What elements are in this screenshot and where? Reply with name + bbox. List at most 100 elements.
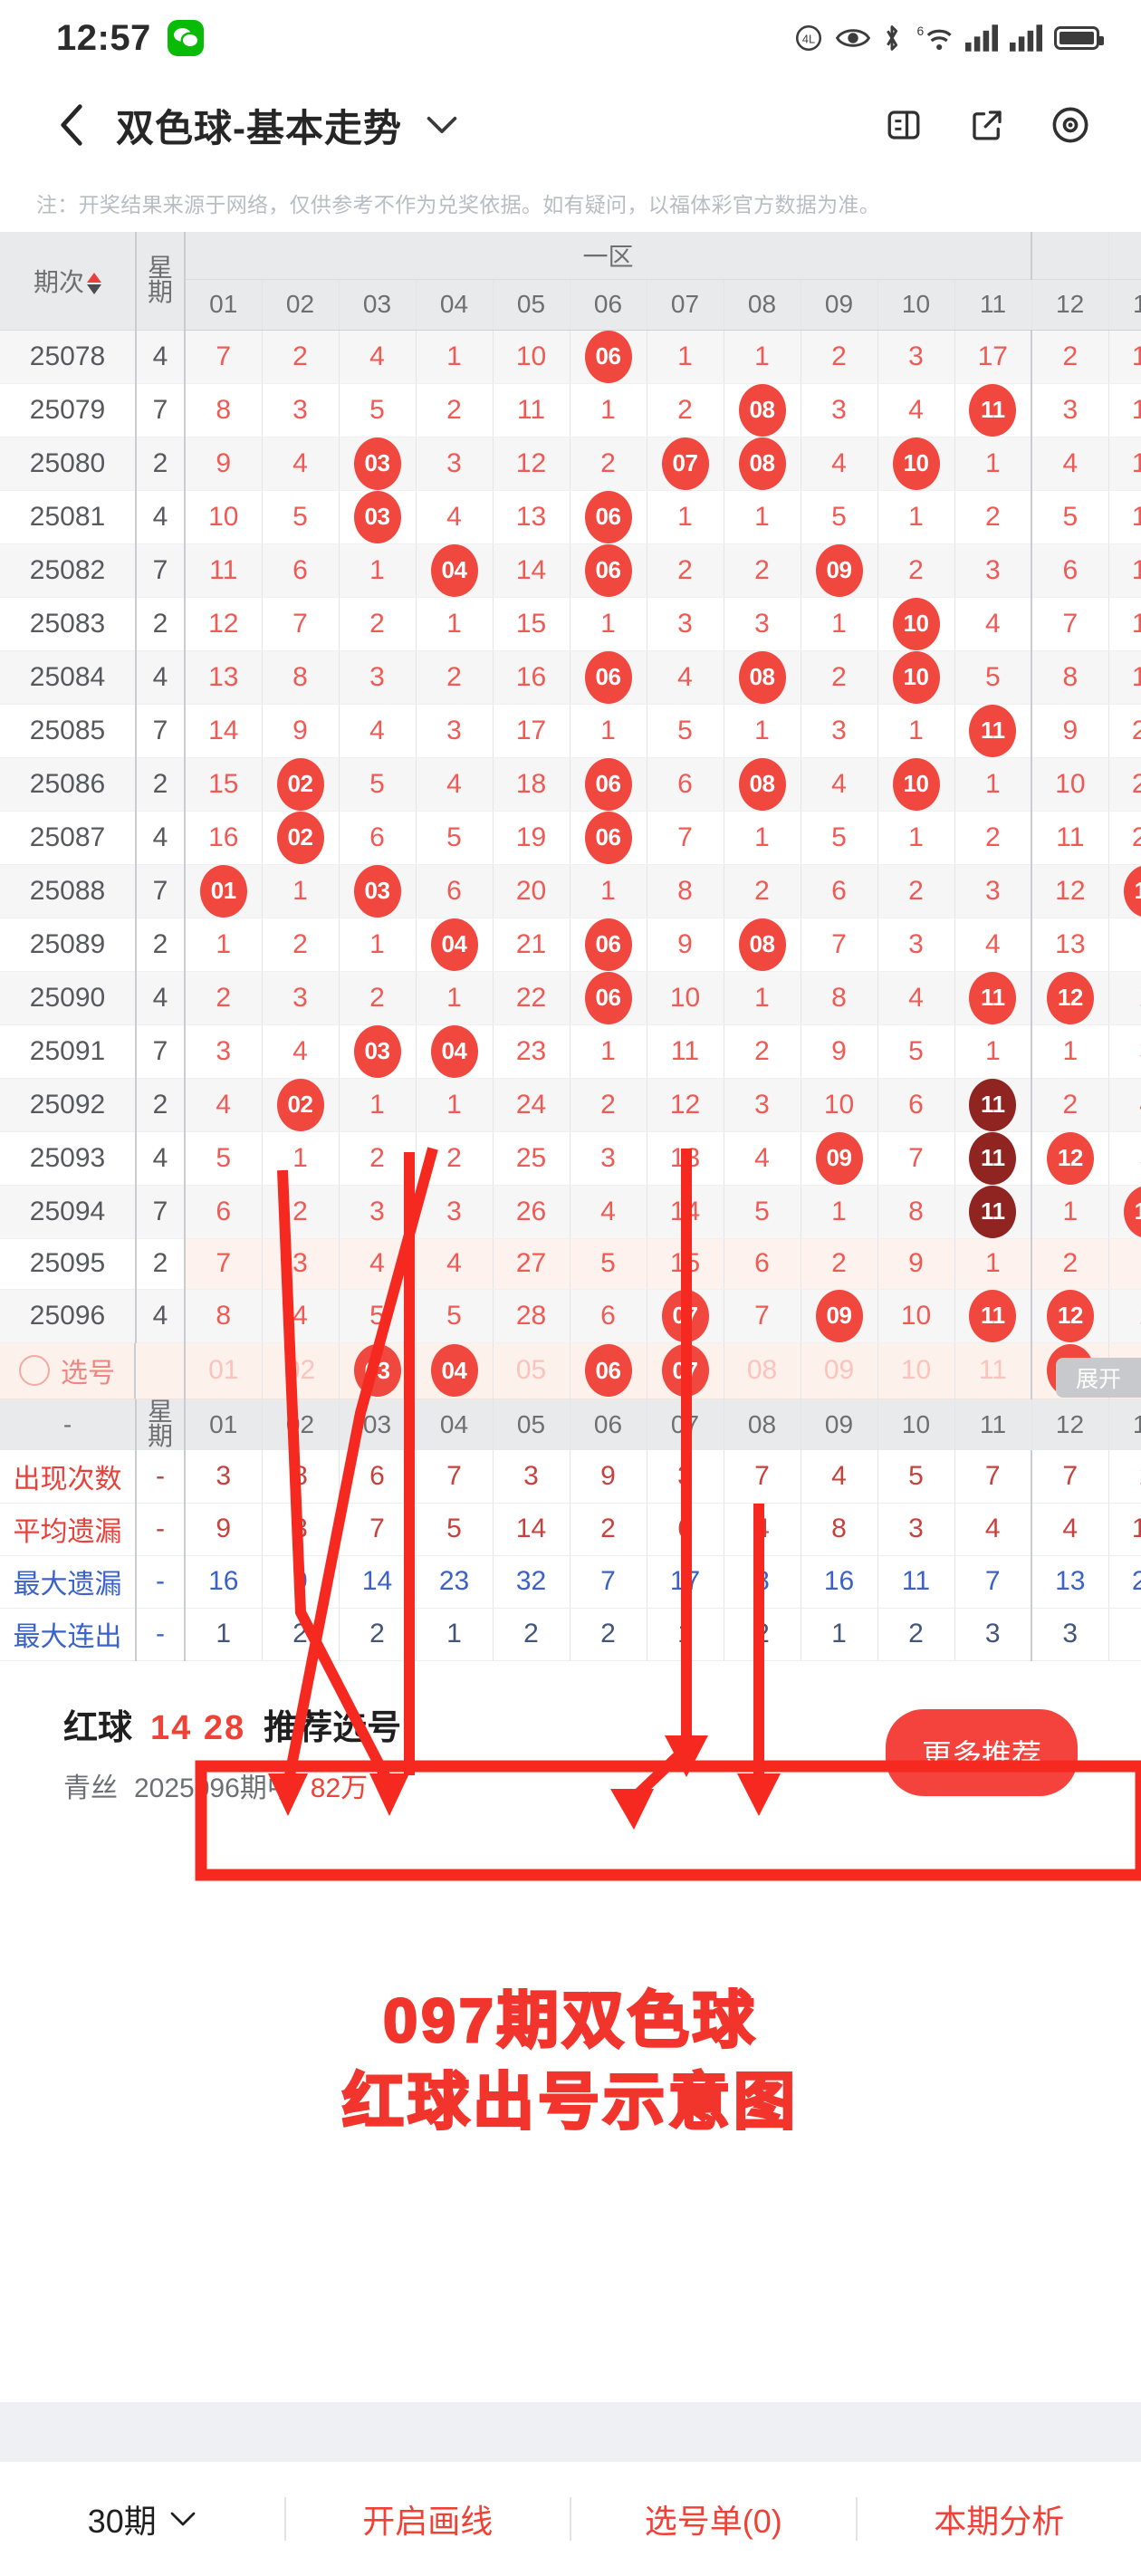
trend-cell[interactable]: 5: [1031, 490, 1109, 544]
table-row[interactable]: 25079783521112083411314: [0, 383, 1141, 437]
trend-cell[interactable]: 2: [801, 650, 878, 705]
trend-cell[interactable]: 02: [262, 757, 340, 812]
trend-cell[interactable]: 2: [954, 811, 1033, 865]
trend-cell[interactable]: 25: [493, 1131, 570, 1186]
trend-cell[interactable]: 4: [801, 437, 878, 491]
trend-cell[interactable]: 16: [185, 811, 263, 865]
trend-cell[interactable]: 21: [493, 918, 570, 972]
trend-cell[interactable]: 18: [1108, 597, 1141, 651]
trend-cell[interactable]: 1: [339, 543, 417, 598]
trend-cell[interactable]: 6: [339, 811, 417, 865]
trend-cell[interactable]: 6: [877, 1078, 955, 1132]
title-dropdown-button[interactable]: [426, 115, 458, 135]
trend-cell[interactable]: 8: [262, 650, 340, 705]
trend-cell[interactable]: 11: [954, 1185, 1033, 1239]
trend-cell[interactable]: 09: [801, 1131, 878, 1186]
trend-cell[interactable]: 3: [262, 971, 340, 1025]
trend-cell[interactable]: 13: [1108, 330, 1141, 384]
table-row[interactable]: 250952734427515629121: [0, 1238, 1141, 1290]
trend-cell[interactable]: 4: [954, 597, 1033, 651]
trend-cell[interactable]: 14: [185, 704, 263, 758]
trend-cell[interactable]: 10: [801, 1078, 878, 1132]
trend-cell[interactable]: 9: [801, 1024, 878, 1079]
trend-cell[interactable]: 7: [801, 918, 878, 972]
trend-cell[interactable]: 13: [647, 1131, 724, 1186]
trend-cell[interactable]: 5: [416, 811, 494, 865]
trend-cell[interactable]: 2: [724, 1024, 801, 1079]
trend-cell[interactable]: 1: [724, 330, 801, 384]
trend-cell[interactable]: 1: [416, 971, 494, 1025]
trend-cell[interactable]: 2: [877, 864, 955, 918]
settings-button[interactable]: [1049, 103, 1092, 147]
trend-cell[interactable]: 2: [724, 864, 801, 918]
trend-cell[interactable]: 11: [954, 704, 1033, 758]
trend-cell[interactable]: 04: [416, 918, 494, 972]
trend-cell[interactable]: 20: [1108, 704, 1141, 758]
trend-cell[interactable]: 09: [801, 1289, 878, 1343]
trend-cell[interactable]: 4: [339, 1238, 417, 1290]
trend-cell[interactable]: 1: [877, 490, 955, 544]
trend-cell[interactable]: 08: [724, 757, 801, 812]
trend-cell[interactable]: 2: [262, 918, 340, 972]
trend-cell[interactable]: 3: [262, 383, 340, 437]
trend-cell[interactable]: 19: [493, 811, 570, 865]
trend-cell[interactable]: 2: [1108, 1289, 1141, 1343]
table-row[interactable]: 2508029403312207084101415: [0, 437, 1141, 491]
trend-cell[interactable]: 1: [647, 330, 724, 384]
trend-cell[interactable]: 16: [493, 650, 570, 705]
trend-cell[interactable]: 1: [416, 1078, 494, 1132]
pick-cell[interactable]: 02: [262, 1342, 340, 1399]
period-analysis-button[interactable]: 本期分析: [934, 2503, 1065, 2540]
trend-cell[interactable]: 2: [416, 383, 494, 437]
trend-cell[interactable]: 2: [1108, 971, 1141, 1025]
trend-cell[interactable]: 4: [339, 330, 417, 384]
trend-cell[interactable]: 06: [570, 971, 647, 1025]
trend-cell[interactable]: 3: [339, 1185, 417, 1239]
trend-cell[interactable]: 5: [877, 1024, 955, 1079]
trend-cell[interactable]: 10: [877, 597, 955, 651]
trend-cell[interactable]: 08: [724, 650, 801, 705]
trend-cell[interactable]: 18: [493, 757, 570, 812]
expand-button[interactable]: 展开: [1056, 1358, 1141, 1398]
pick-cell[interactable]: 01: [185, 1342, 263, 1399]
trend-cell[interactable]: 06: [570, 757, 647, 812]
table-row[interactable]: 25091734030423111295113: [0, 1024, 1141, 1079]
trend-cell[interactable]: 16: [1108, 490, 1141, 544]
trend-cell[interactable]: 2: [570, 437, 647, 491]
trend-cell[interactable]: 3: [724, 597, 801, 651]
trend-cell[interactable]: 4: [416, 1238, 494, 1290]
promo-card[interactable]: 红球 14 28 推荐选号 青丝 2025096期中 82万 更多推荐: [27, 1684, 1114, 1821]
trend-cell[interactable]: 2: [262, 1185, 340, 1239]
trend-cell[interactable]: 03: [339, 864, 417, 918]
trend-cell[interactable]: 3: [724, 1078, 801, 1132]
trend-cell[interactable]: 1: [724, 490, 801, 544]
trend-cell[interactable]: 1: [954, 1238, 1033, 1290]
trend-cell[interactable]: 5: [185, 1131, 263, 1186]
trend-cell[interactable]: 1: [185, 918, 263, 972]
trend-cell[interactable]: 02: [262, 1078, 340, 1132]
trend-cell[interactable]: 3: [339, 650, 417, 705]
trend-cell[interactable]: 11: [954, 1078, 1033, 1132]
trend-cell[interactable]: 8: [1031, 650, 1109, 705]
trend-cell[interactable]: 12: [1031, 864, 1109, 918]
trend-cell[interactable]: 28: [493, 1289, 570, 1343]
trend-cell[interactable]: 2: [185, 971, 263, 1025]
pick-cell[interactable]: 05: [493, 1342, 570, 1399]
trend-cell[interactable]: 5: [339, 757, 417, 812]
trend-cell[interactable]: 8: [877, 1185, 955, 1239]
trend-cell[interactable]: 04: [416, 1024, 494, 1079]
trend-cell[interactable]: 4: [262, 437, 340, 491]
pick-cell[interactable]: 06: [570, 1342, 647, 1399]
trend-cell[interactable]: 01: [185, 864, 263, 918]
trend-cell[interactable]: 10: [877, 757, 955, 812]
trend-cell[interactable]: 06: [570, 330, 647, 384]
selection-list-button[interactable]: 选号单(0): [644, 2503, 782, 2540]
trend-cell[interactable]: 1: [724, 811, 801, 865]
trend-cell[interactable]: 09: [801, 543, 878, 598]
trend-cell[interactable]: 06: [570, 490, 647, 544]
trend-cell[interactable]: 12: [647, 1078, 724, 1132]
trend-cell[interactable]: 15: [493, 597, 570, 651]
trend-cell[interactable]: 11: [1031, 811, 1109, 865]
trend-cell[interactable]: 13: [1108, 1185, 1141, 1239]
